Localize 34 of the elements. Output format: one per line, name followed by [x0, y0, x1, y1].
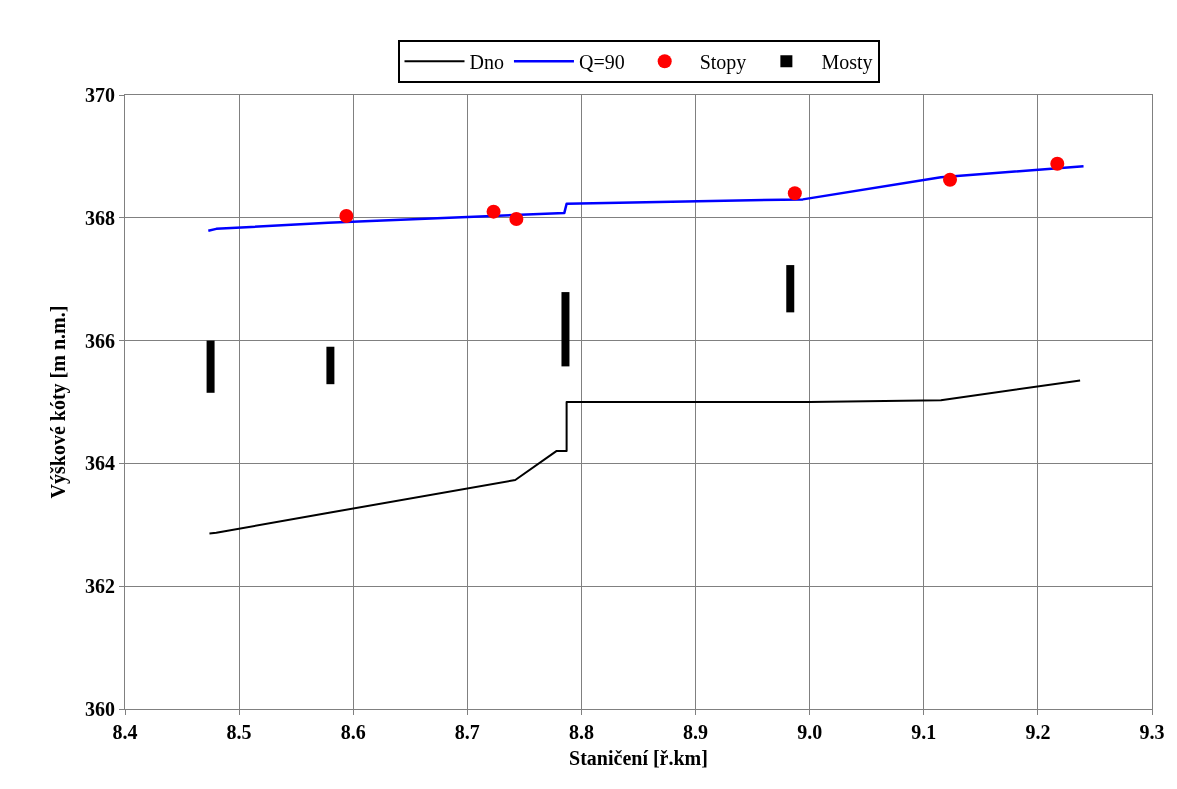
- y-tick-label: 362: [85, 575, 115, 598]
- x-tick-label: 9.1: [911, 721, 937, 743]
- y-tick-label: 370: [85, 84, 115, 106]
- x-tick-label: 8.4: [112, 721, 138, 743]
- legend-label: Dno: [469, 51, 504, 74]
- bar: [326, 346, 335, 385]
- x-tick-label: 9.0: [797, 721, 823, 743]
- point: [509, 212, 524, 227]
- bar: [561, 292, 570, 367]
- y-tick-label: 368: [85, 206, 115, 229]
- x-tick-label: 9.3: [1139, 721, 1165, 743]
- line-series: [207, 164, 1085, 232]
- legend-label: Q=90: [578, 51, 625, 74]
- legend-label: Mosty: [821, 51, 873, 75]
- x-tick-label: 8.9: [683, 721, 709, 743]
- bar: [206, 340, 215, 393]
- bar: [786, 265, 795, 313]
- x-tick-label: 8.5: [226, 721, 252, 743]
- x-tick-label: 9.2: [1025, 721, 1051, 743]
- point: [1050, 156, 1065, 171]
- y-tick-label: 366: [85, 329, 115, 352]
- x-axis-title: Staničení [ř.km]: [569, 746, 708, 769]
- point: [787, 186, 802, 201]
- y-tick-label: 364: [85, 452, 115, 475]
- point: [943, 172, 958, 187]
- x-tick-label: 8.6: [340, 721, 366, 743]
- y-axis-title: Výškové kóty [m n.m.]: [46, 305, 70, 499]
- line-series: [208, 379, 1082, 535]
- legend-label: Stopy: [699, 51, 747, 75]
- x-tick-label: 8.8: [568, 721, 594, 743]
- point: [486, 204, 501, 219]
- point: [339, 208, 354, 223]
- y-tick-label: 360: [85, 698, 115, 720]
- x-tick-label: 8.7: [454, 721, 480, 743]
